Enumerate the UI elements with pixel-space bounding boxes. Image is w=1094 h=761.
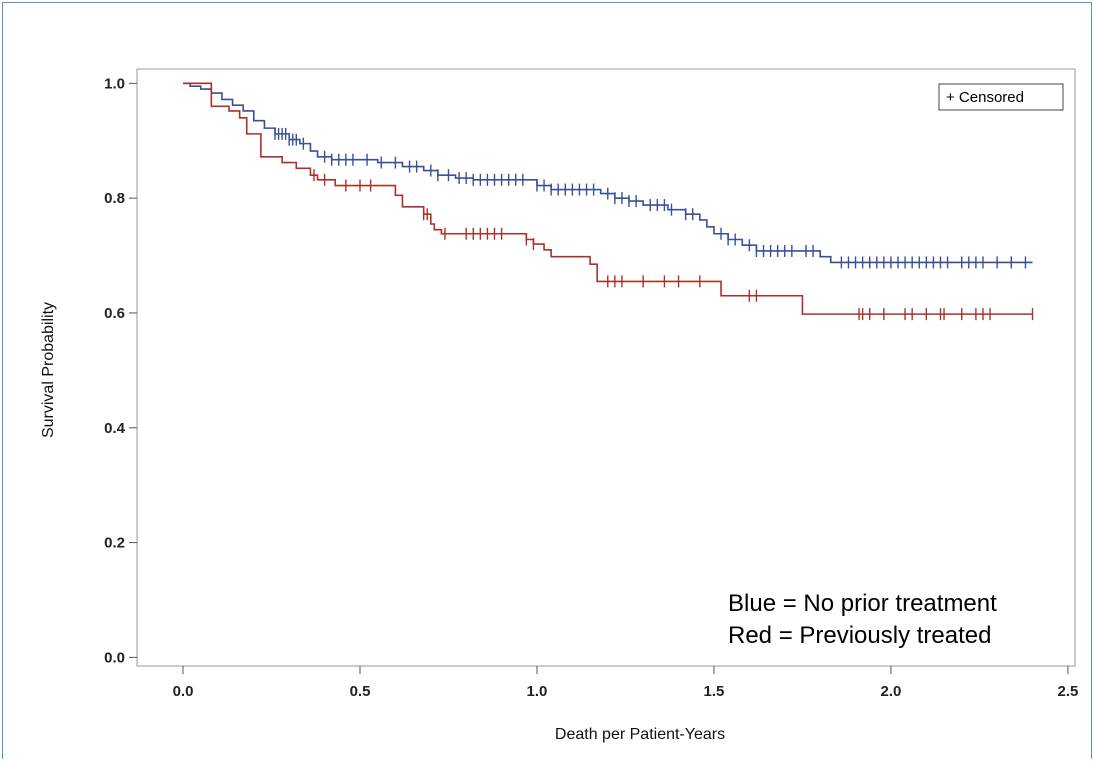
x-tick-label: 0.5 <box>350 683 371 700</box>
x-tick-label: 0.0 <box>173 683 194 700</box>
x-tick-label: 2.5 <box>1057 683 1078 700</box>
annotation-blue: Blue = No prior treatment <box>728 590 997 617</box>
x-tick-label: 1.5 <box>704 683 725 700</box>
series-layer <box>183 82 1034 321</box>
x-tick-label: 1.0 <box>527 683 548 700</box>
x-axis-title: Death per Patient-Years <box>555 726 725 743</box>
survival-curve-0 <box>183 82 1033 264</box>
y-tick-label: 0.0 <box>104 649 125 666</box>
plot-area <box>136 68 1076 667</box>
y-tick-label: 1.0 <box>104 75 125 92</box>
y-axis-title: Survival Probability <box>40 302 57 438</box>
y-axis: 0.0 0.2 0.4 0.6 0.8 1.0 <box>104 75 137 666</box>
x-axis: 0.0 0.5 1.0 1.5 2.0 2.5 <box>173 666 1078 700</box>
y-tick-label: 0.8 <box>104 190 125 207</box>
y-tick-label: 0.6 <box>104 305 125 322</box>
legend-box <box>938 83 1064 111</box>
survival-curve-1 <box>183 82 1033 315</box>
annotation-red: Red = Previously treated <box>728 622 991 649</box>
y-tick-label: 0.4 <box>104 420 126 437</box>
x-tick-label: 2.0 <box>881 683 902 700</box>
legend-censored-label: + Censored <box>946 89 1024 106</box>
y-tick-label: 0.2 <box>104 535 125 552</box>
